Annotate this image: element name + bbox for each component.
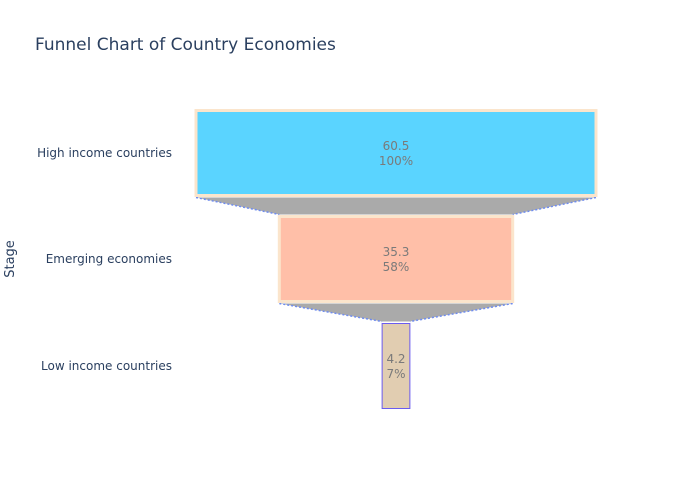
bar-value-label: 60.5 [383,139,410,153]
stage-tick-label: High income countries [37,146,172,160]
bar-value-label: 35.3 [383,245,410,259]
funnel-bar[interactable] [381,323,411,409]
y-axis-label: Stage [3,240,18,278]
funnel-connector [279,303,513,322]
bar-percent-label: 7% [386,367,405,381]
bar-percent-label: 100% [379,154,413,168]
funnel-bar[interactable] [194,109,598,197]
stage-tick-labels: High income countries Emerging economies L… [37,146,172,373]
stage-tick-label: Emerging economies [46,252,172,266]
funnel-bar[interactable] [277,215,515,303]
stage-tick-label: Low income countries [41,359,172,373]
bar-percent-label: 58% [383,260,410,274]
chart-title: Funnel Chart of Country Economies [35,35,336,55]
funnel-bars [194,109,598,409]
funnel-connector [196,197,596,215]
funnel-connector-edge [409,302,513,323]
funnel-connector-edge [279,302,383,323]
funnel-connectors [195,196,597,323]
bar-value-label: 4.2 [386,352,405,366]
